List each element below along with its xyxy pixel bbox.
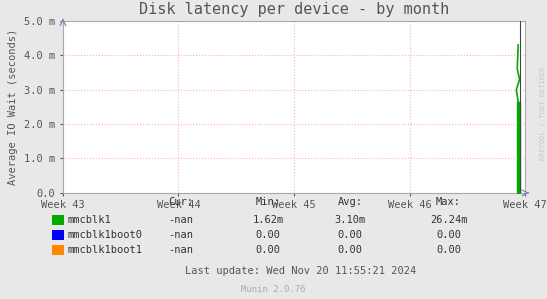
Text: 0.00: 0.00: [436, 245, 461, 255]
Text: Cur:: Cur:: [168, 197, 193, 207]
Text: 1.62m: 1.62m: [252, 215, 284, 225]
Text: 0.00: 0.00: [436, 230, 461, 240]
Text: Max:: Max:: [436, 197, 461, 207]
Text: 0.00: 0.00: [337, 245, 363, 255]
Text: Min:: Min:: [255, 197, 281, 207]
Text: 3.10m: 3.10m: [334, 215, 366, 225]
Text: -nan: -nan: [168, 230, 193, 240]
Y-axis label: Average IO Wait (seconds): Average IO Wait (seconds): [8, 29, 19, 185]
Text: Last update: Wed Nov 20 11:55:21 2024: Last update: Wed Nov 20 11:55:21 2024: [185, 266, 416, 276]
Text: mmcblk1boot1: mmcblk1boot1: [67, 245, 142, 255]
Text: 0.00: 0.00: [255, 245, 281, 255]
Text: -nan: -nan: [168, 215, 193, 225]
Text: -nan: -nan: [168, 245, 193, 255]
Text: mmcblk1: mmcblk1: [67, 215, 111, 225]
Text: Munin 2.0.76: Munin 2.0.76: [241, 285, 306, 294]
Text: 0.00: 0.00: [255, 230, 281, 240]
Text: 0.00: 0.00: [337, 230, 363, 240]
Text: RRDTOOL / TOBI OETIKER: RRDTOOL / TOBI OETIKER: [540, 67, 546, 160]
Text: Avg:: Avg:: [337, 197, 363, 207]
Title: Disk latency per device - by month: Disk latency per device - by month: [139, 2, 449, 17]
Text: 26.24m: 26.24m: [430, 215, 467, 225]
Text: mmcblk1boot0: mmcblk1boot0: [67, 230, 142, 240]
